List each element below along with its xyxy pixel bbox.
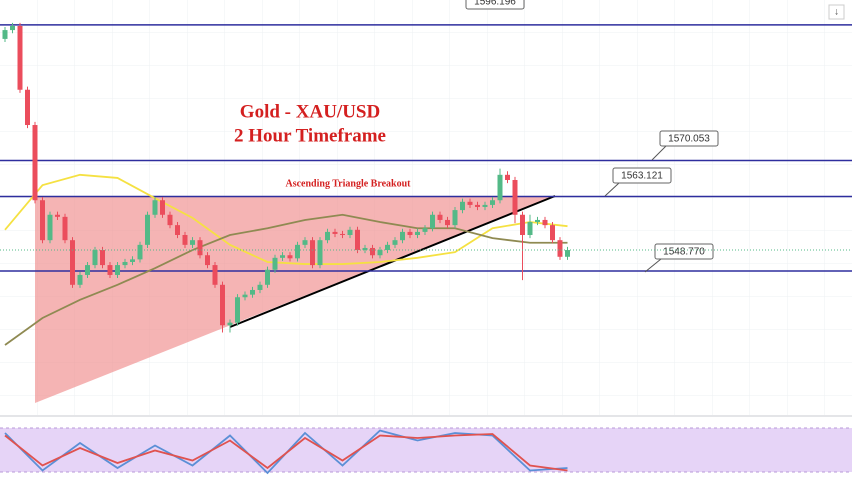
chart-subtitle: 2 Hour Timeframe — [234, 125, 386, 146]
candle-body — [557, 240, 563, 257]
candle-body — [437, 214, 443, 220]
scroll-button[interactable] — [828, 4, 845, 20]
level-leader — [604, 182, 620, 197]
level-label-box — [654, 243, 714, 260]
oscillator-band — [0, 428, 852, 472]
level-label-box — [659, 130, 719, 147]
candle-body — [310, 240, 315, 266]
line — [4, 173, 568, 265]
level-label: 1570.053 — [668, 134, 710, 145]
candle-body — [145, 214, 150, 245]
candle-body — [490, 200, 495, 205]
candle-body — [55, 214, 60, 217]
annotation: Ascending Triangle Breakout — [285, 178, 411, 189]
level-leader — [651, 145, 667, 161]
candle-body — [340, 233, 345, 235]
candle-body — [497, 174, 503, 201]
candle-body — [550, 225, 555, 241]
candle-body — [32, 125, 38, 201]
candle-body — [325, 231, 330, 241]
candle-body — [505, 174, 510, 181]
candle-body — [107, 265, 113, 275]
candle-body — [520, 214, 525, 235]
candle-body — [377, 250, 383, 256]
candle-body — [317, 240, 323, 266]
candle-body — [10, 25, 15, 31]
candle-body — [17, 25, 23, 90]
level-label: 1563.121 — [621, 171, 663, 182]
candle-body — [167, 214, 173, 226]
candle-body — [62, 216, 68, 241]
trendline — [229, 195, 556, 328]
candle-body — [100, 250, 105, 266]
candle-body — [212, 265, 218, 285]
line — [4, 433, 568, 472]
level-label: 1548.770 — [663, 247, 705, 258]
candle-body — [347, 229, 353, 235]
candle-body — [415, 231, 420, 235]
candle-body — [452, 210, 458, 226]
candle-body — [467, 201, 473, 205]
candle-body — [265, 269, 270, 285]
overlay-layer — [0, 24, 852, 346]
candle-body — [220, 284, 225, 326]
candle-body — [190, 240, 195, 245]
candle-body — [385, 244, 390, 251]
candle-body — [287, 255, 293, 259]
level-leader — [644, 258, 662, 273]
candle-body — [460, 201, 465, 211]
candle-body — [40, 200, 45, 241]
candle-body — [475, 204, 480, 207]
candle-body — [527, 222, 533, 235]
candle-body — [235, 297, 240, 323]
candle-body — [92, 250, 98, 266]
level-label-box — [612, 167, 672, 184]
candle-body — [160, 200, 165, 215]
candle-body — [115, 265, 120, 275]
level-label: 1596.196 — [474, 0, 516, 8]
candle-body — [512, 180, 518, 215]
candle-body — [445, 219, 450, 226]
candle-body — [407, 231, 413, 235]
chart-title: Gold - XAU/USD — [240, 101, 380, 122]
candle-body — [257, 284, 263, 290]
candle-body — [182, 234, 188, 245]
candle-body — [47, 214, 53, 241]
candle-body — [280, 255, 285, 258]
level-label-box — [465, 0, 525, 10]
candle-body — [535, 219, 540, 223]
line — [4, 213, 568, 346]
candle-body — [152, 200, 158, 215]
candle-body — [242, 294, 248, 298]
candle-body — [70, 240, 75, 285]
candle-body — [542, 219, 548, 226]
candle-body — [25, 89, 30, 126]
candle-body — [272, 257, 278, 270]
candle-body — [362, 247, 368, 251]
candle-body — [175, 225, 180, 235]
candle-body — [422, 228, 428, 232]
candle-body — [370, 247, 375, 256]
candle-body — [250, 289, 255, 295]
candle-body — [2, 30, 8, 39]
scroll-icon: ↓ — [834, 7, 839, 18]
candle-body — [482, 204, 488, 207]
candle-body — [430, 214, 435, 229]
candle-body — [332, 231, 338, 234]
candle-body — [130, 259, 135, 262]
candle-body — [205, 255, 210, 266]
candle-body — [400, 231, 405, 241]
candle-body — [392, 240, 398, 245]
candle-body — [85, 265, 90, 275]
candle-body — [122, 261, 128, 266]
candle-body — [227, 322, 233, 326]
candle-body — [355, 229, 360, 251]
candle-body — [77, 274, 83, 285]
candle-body — [302, 240, 308, 245]
candle-body — [565, 250, 570, 257]
candle-body — [197, 240, 203, 256]
candle-body — [137, 244, 143, 260]
candle-body — [295, 244, 300, 259]
